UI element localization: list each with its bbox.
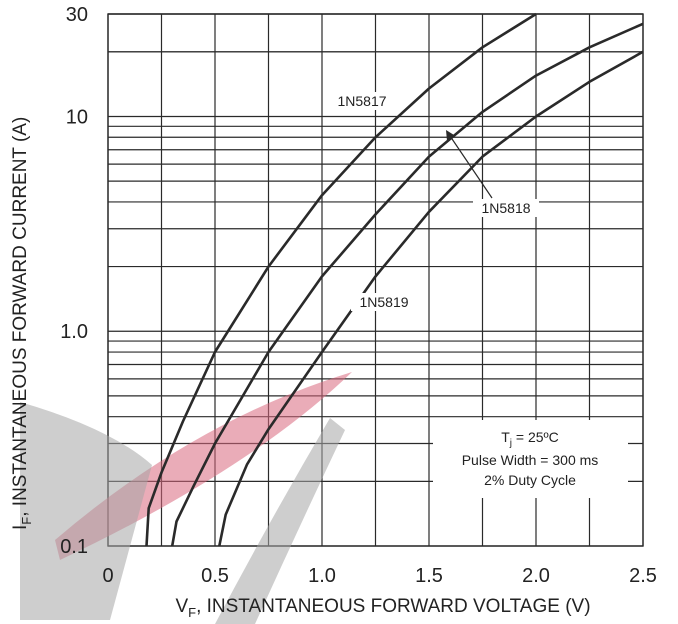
x-tick-label: 1.0 <box>308 565 336 587</box>
series-labels: 1N5817 1N5818 1N5819 <box>329 92 539 311</box>
plot-border <box>107 13 644 547</box>
watermark-gray-swoosh-right <box>215 418 345 624</box>
series-lines <box>145 12 644 547</box>
series-label-1N5817: 1N5817 <box>337 93 386 109</box>
y-tick-label: 10 <box>66 106 88 128</box>
y-axis-title: IF, INSTANTANEOUS FORWARD CURRENT (A) <box>10 117 34 530</box>
condition-pulse-width: Pulse Width = 300 ms <box>462 452 599 468</box>
series-line-1N5817 <box>145 12 537 547</box>
series-line-1N5819 <box>218 50 644 547</box>
tick-labels: 0 0.5 1.0 1.5 2.0 2.5 0.1 1.0 10 30 <box>60 4 657 587</box>
watermark-gray-swoosh-left <box>20 402 152 620</box>
series-label-leader <box>447 132 493 199</box>
conditions-box-bg <box>433 420 628 498</box>
x-tick-label: 0.5 <box>201 565 229 587</box>
condition-duty-cycle: 2% Duty Cycle <box>484 472 576 488</box>
y-tick-label: 1.0 <box>60 321 88 343</box>
series-label-arrowhead <box>446 130 454 141</box>
series-line-1N5818 <box>170 22 644 547</box>
condition-tj: Tj = 25ºC <box>501 429 559 449</box>
series-label-1N5819: 1N5819 <box>359 294 408 310</box>
y-tick-label: 30 <box>66 4 88 26</box>
x-tick-label: 2.0 <box>522 565 550 587</box>
x-tick-label: 0 <box>102 565 113 587</box>
series-label-bg <box>473 199 539 217</box>
series-label-bg <box>351 293 417 311</box>
series-label-1N5818: 1N5818 <box>481 200 530 216</box>
watermark-logo <box>20 372 352 624</box>
x-axis-title: VF, INSTANTANEOUS FORWARD VOLTAGE (V) <box>175 596 590 620</box>
x-tick-label: 2.5 <box>629 565 657 587</box>
x-tick-label: 1.5 <box>415 565 443 587</box>
y-tick-label: 0.1 <box>60 536 88 558</box>
series-label-bg <box>329 92 395 110</box>
